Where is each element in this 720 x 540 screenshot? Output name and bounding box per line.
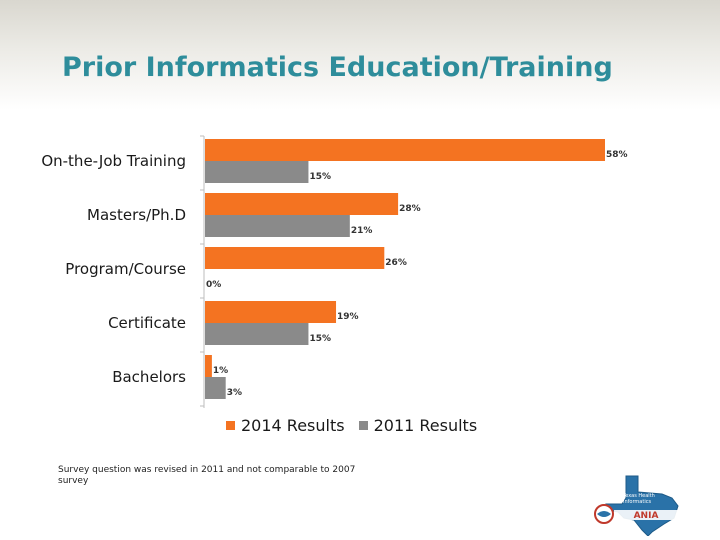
value-label-2014: 19% xyxy=(337,312,359,322)
value-label-2011: 0% xyxy=(206,280,221,290)
slide-title: Prior Informatics Education/Training xyxy=(62,52,613,83)
texas-map-logo-icon: ANIA xyxy=(594,475,679,536)
bar-2014 xyxy=(205,355,212,377)
chart-legend: 2014 Results 2011 Results xyxy=(226,416,491,435)
legend-swatch-2011 xyxy=(358,421,368,430)
logo-text: Texas Health Informatics xyxy=(623,493,663,505)
category-label: On-the-Job Training xyxy=(41,152,186,170)
value-label-2011: 15% xyxy=(309,334,331,344)
bar-2011 xyxy=(205,377,226,399)
legend-item-2011: 2011 Results xyxy=(358,416,478,435)
bar-2011 xyxy=(205,323,309,345)
title-band xyxy=(0,0,720,110)
value-label-2014: 28% xyxy=(399,204,421,214)
value-label-2011: 15% xyxy=(309,172,331,182)
legend-swatch-2014 xyxy=(226,421,235,430)
bar-2014 xyxy=(205,139,605,161)
value-label-2014: 26% xyxy=(385,258,407,268)
bar-2014 xyxy=(205,301,337,323)
bar-2014 xyxy=(205,193,399,215)
logo-acronym: ANIA xyxy=(634,511,659,521)
value-label-2011: 3% xyxy=(227,388,242,398)
value-label-2011: 21% xyxy=(351,226,373,236)
value-label-2014: 58% xyxy=(606,150,628,160)
category-label: Bachelors xyxy=(112,368,186,386)
category-label: Program/Course xyxy=(65,260,186,278)
legend-item-2014: 2014 Results xyxy=(226,416,345,435)
legend-label-2014: 2014 Results xyxy=(241,416,345,435)
category-label: Masters/Ph.D xyxy=(87,206,186,224)
legend-label-2011: 2011 Results xyxy=(373,416,478,435)
survey-footnote: Survey question was revised in 2011 and … xyxy=(58,465,356,486)
value-label-2014: 1% xyxy=(213,366,228,376)
logo-line-2: Informatics xyxy=(623,499,652,505)
bar-2011 xyxy=(205,161,309,183)
bar-2011 xyxy=(205,215,350,237)
bar-2014 xyxy=(205,247,385,269)
category-label: Certificate xyxy=(108,314,186,332)
logo-line-1: Texas Health xyxy=(623,493,655,499)
